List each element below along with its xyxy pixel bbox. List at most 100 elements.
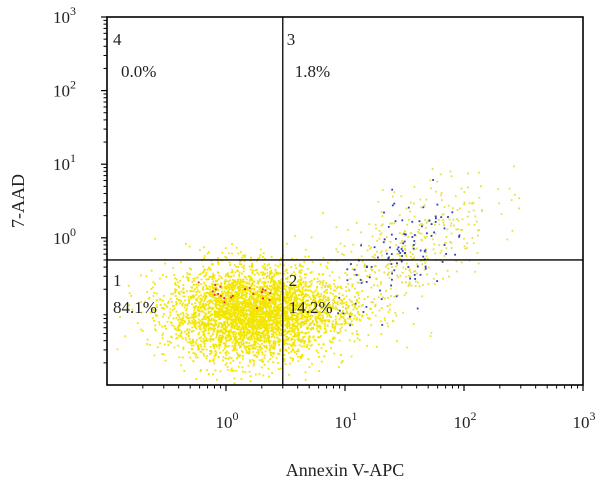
scatter-point xyxy=(169,311,172,314)
scatter-point xyxy=(332,302,334,305)
scatter-point xyxy=(316,281,319,283)
scatter-point xyxy=(245,282,248,285)
scatter-point xyxy=(407,235,410,238)
scatter-point xyxy=(179,324,182,327)
scatter-point xyxy=(259,339,262,341)
scatter-point xyxy=(237,332,240,334)
scatter-point xyxy=(312,300,314,303)
scatter-point xyxy=(237,304,240,307)
scatter-point xyxy=(210,293,212,296)
scatter-point xyxy=(215,313,218,315)
scatter-point xyxy=(445,236,448,238)
scatter-point xyxy=(146,303,149,306)
scatter-point xyxy=(229,288,231,291)
scatter-point xyxy=(474,215,477,218)
scatter-point xyxy=(204,329,207,332)
scatter-point xyxy=(250,298,253,300)
scatter-point xyxy=(274,284,276,287)
scatter-point xyxy=(245,327,247,329)
scatter-point xyxy=(268,322,271,325)
scatter-point xyxy=(337,366,340,369)
scatter-point xyxy=(174,327,177,330)
scatter-point xyxy=(220,308,223,311)
scatter-point xyxy=(235,352,238,354)
scatter-point xyxy=(272,284,275,286)
scatter-point xyxy=(188,320,191,323)
scatter-point xyxy=(339,316,342,319)
scatter-point xyxy=(440,194,442,197)
scatter-point xyxy=(126,306,129,309)
scatter-point xyxy=(241,312,244,315)
scatter-point xyxy=(255,329,258,332)
scatter-point xyxy=(257,290,259,293)
scatter-point xyxy=(300,284,302,287)
scatter-point xyxy=(215,294,217,296)
scatter-point xyxy=(242,332,245,334)
scatter-point xyxy=(144,300,147,303)
scatter-point xyxy=(248,310,251,312)
scatter-point xyxy=(224,321,227,324)
scatter-point xyxy=(232,325,235,328)
scatter-point xyxy=(188,300,191,303)
scatter-point xyxy=(188,321,191,324)
scatter-point xyxy=(216,378,218,381)
scatter-point xyxy=(375,227,377,230)
scatter-point xyxy=(229,264,231,266)
scatter-point xyxy=(168,300,170,303)
scatter-point xyxy=(277,322,280,325)
scatter-point xyxy=(210,300,212,302)
scatter-point xyxy=(228,331,231,334)
scatter-point xyxy=(306,345,308,348)
scatter-point xyxy=(287,317,290,320)
scatter-point xyxy=(371,311,374,314)
scatter-point xyxy=(301,310,303,313)
scatter-point xyxy=(391,272,393,275)
scatter-point xyxy=(336,300,339,303)
scatter-point xyxy=(218,322,221,325)
scatter-point xyxy=(460,187,463,190)
scatter-point xyxy=(209,310,212,313)
scatter-point xyxy=(234,271,237,274)
scatter-point xyxy=(205,338,208,341)
scatter-point xyxy=(217,355,220,358)
scatter-point xyxy=(297,284,300,286)
scatter-point xyxy=(395,265,397,268)
scatter-point xyxy=(288,299,291,302)
scatter-point xyxy=(256,355,259,358)
scatter-point xyxy=(410,232,413,234)
scatter-point xyxy=(297,297,300,300)
scatter-point xyxy=(353,340,356,343)
scatter-point xyxy=(271,322,274,325)
scatter-point xyxy=(191,326,194,329)
scatter-point xyxy=(309,316,312,319)
scatter-point xyxy=(273,314,276,316)
scatter-point xyxy=(226,320,229,323)
scatter-point xyxy=(206,322,209,325)
scatter-point xyxy=(276,298,279,301)
scatter-point xyxy=(288,303,291,306)
scatter-point xyxy=(281,315,283,317)
scatter-point xyxy=(180,319,183,321)
scatter-point xyxy=(178,323,181,326)
scatter-point xyxy=(290,313,293,315)
scatter-point xyxy=(227,294,229,297)
scatter-point xyxy=(202,246,205,249)
scatter-point xyxy=(336,323,339,326)
scatter-point xyxy=(228,295,231,297)
scatter-point xyxy=(317,293,320,296)
scatter-point xyxy=(200,351,203,353)
scatter-point xyxy=(183,306,186,309)
scatter-point xyxy=(200,328,202,331)
scatter-point xyxy=(406,223,409,226)
scatter-point xyxy=(408,284,411,287)
scatter-point xyxy=(449,240,452,243)
scatter-point xyxy=(318,331,320,333)
scatter-point xyxy=(232,281,235,284)
scatter-point xyxy=(236,301,238,303)
scatter-point xyxy=(446,228,449,231)
scatter-point xyxy=(270,292,273,294)
scatter-point xyxy=(292,341,295,344)
scatter-point xyxy=(403,294,406,297)
scatter-point xyxy=(264,325,267,327)
scatter-point xyxy=(283,284,286,287)
